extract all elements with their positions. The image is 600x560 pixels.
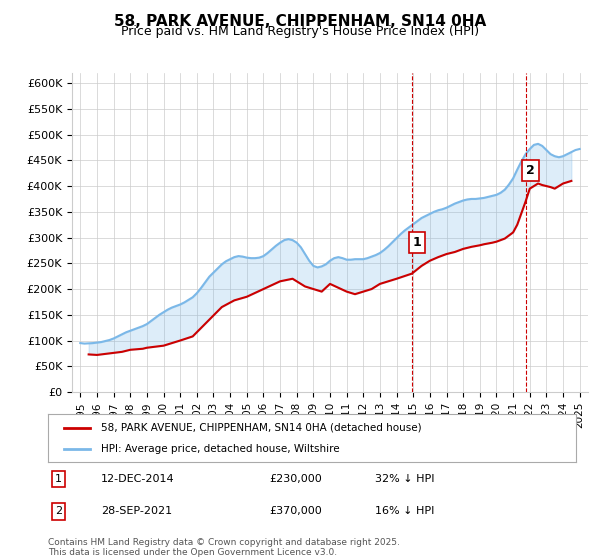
Text: 16% ↓ HPI: 16% ↓ HPI — [376, 506, 435, 516]
Text: 12-DEC-2014: 12-DEC-2014 — [101, 474, 175, 484]
Text: 58, PARK AVENUE, CHIPPENHAM, SN14 0HA (detached house): 58, PARK AVENUE, CHIPPENHAM, SN14 0HA (d… — [101, 423, 421, 433]
Text: HPI: Average price, detached house, Wiltshire: HPI: Average price, detached house, Wilt… — [101, 444, 340, 454]
Text: 2: 2 — [55, 506, 62, 516]
Text: £230,000: £230,000 — [270, 474, 323, 484]
Text: Price paid vs. HM Land Registry's House Price Index (HPI): Price paid vs. HM Land Registry's House … — [121, 25, 479, 38]
Text: £370,000: £370,000 — [270, 506, 323, 516]
Text: 2: 2 — [526, 164, 535, 177]
Text: 32% ↓ HPI: 32% ↓ HPI — [376, 474, 435, 484]
Text: 28-SEP-2021: 28-SEP-2021 — [101, 506, 172, 516]
Text: 1: 1 — [413, 236, 421, 249]
Text: 1: 1 — [55, 474, 62, 484]
Text: Contains HM Land Registry data © Crown copyright and database right 2025.
This d: Contains HM Land Registry data © Crown c… — [48, 538, 400, 557]
Text: 58, PARK AVENUE, CHIPPENHAM, SN14 0HA: 58, PARK AVENUE, CHIPPENHAM, SN14 0HA — [114, 14, 486, 29]
